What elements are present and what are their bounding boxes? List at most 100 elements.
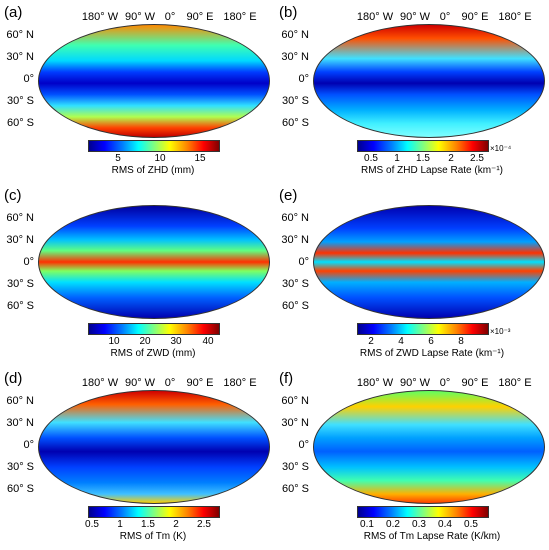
lat-label: 30° S	[6, 461, 34, 473]
lon-label: 90° W	[124, 11, 156, 23]
lon-label: 90° E	[186, 377, 214, 389]
colorbar-tick: 15	[194, 153, 206, 164]
lat-label: 60° S	[6, 300, 34, 312]
colorbar-tick: 0.2	[386, 519, 400, 530]
panel-label: (d)	[4, 370, 23, 387]
colorbar-title: RMS of ZWD Lapse Rate (km⁻¹)	[359, 348, 505, 359]
lat-label: 60° S	[6, 483, 34, 495]
colorbar-tick: 1.5	[416, 153, 430, 164]
lon-label: 180° W	[81, 377, 119, 389]
lon-label: 180° E	[498, 11, 532, 23]
panel-label: (b)	[279, 4, 298, 21]
colorbar-tick: 2.5	[197, 519, 211, 530]
colorbar-tick: 1.5	[141, 519, 155, 530]
colorbar-gradient	[357, 506, 489, 518]
lat-label: 0°	[298, 256, 309, 268]
colorbar-tick: 20	[139, 336, 151, 347]
panel-label: (c)	[4, 187, 22, 204]
colorbar-title: RMS of ZWD (mm)	[110, 348, 196, 359]
colorbar-exponent: ×10⁻⁴	[490, 144, 512, 153]
panel-f: (f) 180° W 90° W 0° 90° E 180° E 60° N 3…	[275, 366, 549, 549]
colorbar-tick: 2	[448, 153, 454, 164]
colorbar-gradient	[357, 323, 489, 335]
panel-d: (d) 180° W 90° W 0° 90° E 180° E 60° N 3…	[0, 366, 274, 549]
colorbar-tick: 1	[117, 519, 123, 530]
colorbar-gradient	[357, 140, 489, 152]
lat-label: 60° N	[6, 212, 34, 224]
lat-label: 30° N	[6, 234, 34, 246]
lat-label: 0°	[23, 439, 34, 451]
lat-label: 0°	[23, 73, 34, 85]
lon-label: 180° E	[498, 377, 532, 389]
colorbar-tick: 10	[154, 153, 166, 164]
colorbar-tick: 4	[398, 336, 404, 347]
lat-label: 0°	[298, 73, 309, 85]
lat-label: 60° N	[281, 395, 309, 407]
lon-label: 90° W	[399, 377, 431, 389]
lat-label: 30° S	[281, 278, 309, 290]
colorbar-gradient	[88, 323, 220, 335]
lat-label: 60° S	[6, 117, 34, 129]
colorbar-exponent: ×10⁻³	[490, 327, 511, 336]
map-rms-zhd	[38, 24, 270, 138]
lat-label: 30° N	[281, 51, 309, 63]
lon-label: 180° E	[223, 11, 257, 23]
map-rms-zwd-lapse-rate	[313, 205, 545, 319]
colorbar-gradient	[88, 506, 220, 518]
lon-label: 90° E	[186, 11, 214, 23]
lon-label: 90° E	[461, 11, 489, 23]
lon-label: 90° W	[399, 11, 431, 23]
lat-label: 30° N	[6, 417, 34, 429]
map-rms-zhd-lapse-rate	[313, 24, 545, 138]
colorbar-tick: 2	[173, 519, 179, 530]
map-rms-tm	[38, 390, 270, 504]
lat-label: 30° N	[6, 51, 34, 63]
lon-label: 0°	[164, 11, 176, 23]
lat-label: 60° N	[6, 395, 34, 407]
lat-label: 30° S	[6, 278, 34, 290]
colorbar-tick: 6	[428, 336, 434, 347]
colorbar-tick: 2	[368, 336, 374, 347]
colorbar-tick: 2.5	[470, 153, 484, 164]
lon-label: 180° W	[81, 11, 119, 23]
lon-label: 0°	[439, 11, 451, 23]
lat-label: 30° S	[281, 95, 309, 107]
colorbar-tick: 30	[170, 336, 182, 347]
lat-label: 60° S	[281, 483, 309, 495]
panel-label: (f)	[279, 370, 294, 387]
lat-label: 30° S	[6, 95, 34, 107]
colorbar-title: RMS of Tm (K)	[119, 531, 187, 542]
lon-label: 180° E	[223, 377, 257, 389]
colorbar-tick: 0.1	[360, 519, 374, 530]
colorbar-gradient	[88, 140, 220, 152]
panel-label: (e)	[279, 187, 298, 204]
lat-label: 60° S	[281, 117, 309, 129]
colorbar-tick: 0.3	[412, 519, 426, 530]
lon-label: 180° W	[356, 377, 394, 389]
lat-label: 30° N	[281, 417, 309, 429]
panel-label: (a)	[4, 4, 23, 21]
colorbar-title: RMS of Tm Lapse Rate (K/km)	[363, 531, 501, 542]
panel-e: (e) 60° N 30° N 0° 30° S 60° S ×10⁻³ 2 4…	[275, 183, 549, 366]
panel-a: (a) 180° W 90° W 0° 90° E 180° E 60° N 3…	[0, 0, 274, 183]
lat-label: 30° S	[281, 461, 309, 473]
lon-label: 180° W	[356, 11, 394, 23]
colorbar-tick: 1	[394, 153, 400, 164]
lat-label: 0°	[23, 256, 34, 268]
map-rms-zwd	[38, 205, 270, 319]
colorbar-tick: 10	[108, 336, 120, 347]
panel-c: (c) 60° N 30° N 0° 30° S 60° S 10 20 30 …	[0, 183, 274, 366]
lon-label: 0°	[439, 377, 451, 389]
colorbar-tick: 0.4	[438, 519, 452, 530]
lon-label: 0°	[164, 377, 176, 389]
lat-label: 30° N	[281, 234, 309, 246]
colorbar-title: RMS of ZHD (mm)	[111, 165, 195, 176]
lon-label: 90° W	[124, 377, 156, 389]
panel-b: (b) 180° W 90° W 0° 90° E 180° E 60° N 3…	[275, 0, 549, 183]
colorbar-tick: 5	[115, 153, 121, 164]
colorbar-tick: 8	[458, 336, 464, 347]
colorbar-tick: 0.5	[85, 519, 99, 530]
lon-label: 90° E	[461, 377, 489, 389]
colorbar-tick: 0.5	[364, 153, 378, 164]
lat-label: 60° N	[281, 212, 309, 224]
